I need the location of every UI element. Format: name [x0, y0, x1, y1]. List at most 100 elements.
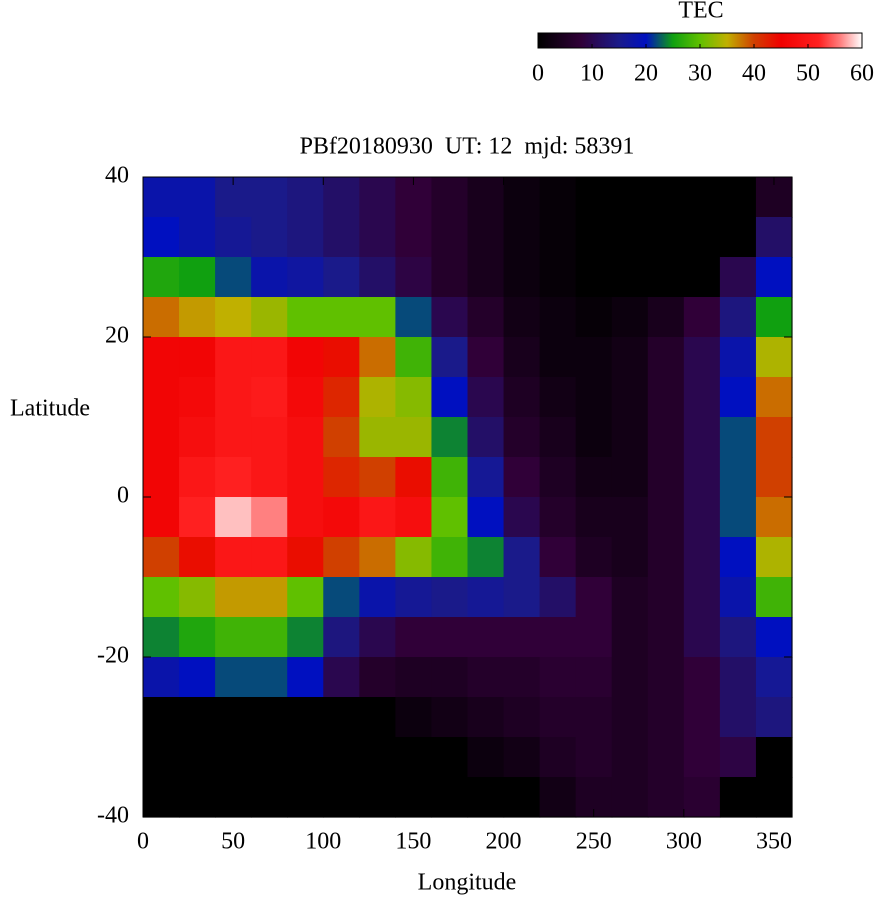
- heat-cell: [467, 617, 505, 658]
- heat-cell: [683, 577, 721, 618]
- heat-cell: [179, 457, 216, 498]
- heat-cell: [431, 217, 469, 258]
- heat-cell: [179, 257, 216, 298]
- heat-cell: [647, 657, 685, 698]
- colorbar-tick-label: 60: [850, 61, 874, 87]
- heat-cell: [323, 177, 360, 218]
- heat-cell: [143, 537, 180, 578]
- heat-cell: [431, 737, 469, 778]
- heat-cell: [215, 697, 252, 738]
- heat-cell: [719, 177, 757, 218]
- heat-cell: [179, 617, 216, 658]
- heat-cell: [575, 297, 613, 338]
- heat-cell: [287, 337, 324, 378]
- heat-cell: [323, 457, 360, 498]
- heat-cell: [719, 337, 757, 378]
- heat-cell: [539, 737, 577, 778]
- heat-cell: [359, 497, 396, 538]
- heat-cell: [683, 337, 721, 378]
- heat-cell: [719, 297, 757, 338]
- heat-cell: [647, 617, 685, 658]
- heat-cell: [683, 257, 721, 298]
- heat-cell: [251, 777, 288, 818]
- heat-cell: [503, 177, 541, 218]
- heat-cell: [143, 417, 180, 458]
- heat-cell: [503, 297, 541, 338]
- y-tick-label: -20: [97, 643, 129, 669]
- heat-cell: [323, 257, 360, 298]
- heat-cell: [359, 697, 396, 738]
- heat-cell: [755, 297, 793, 338]
- heat-cell: [359, 777, 396, 818]
- heat-cell: [503, 697, 541, 738]
- heat-cell: [467, 297, 505, 338]
- heat-cell: [503, 257, 541, 298]
- heat-cell: [323, 697, 360, 738]
- x-tick-label: 350: [756, 829, 792, 855]
- heat-cell: [539, 617, 577, 658]
- heat-cell: [683, 617, 721, 658]
- heat-cell: [755, 457, 793, 498]
- heat-cell: [179, 697, 216, 738]
- y-tick-label: 20: [105, 323, 129, 349]
- heat-cell: [431, 297, 469, 338]
- heat-cell: [395, 297, 433, 338]
- heat-cell: [611, 257, 649, 298]
- heat-cell: [287, 417, 324, 458]
- heat-cell: [179, 377, 216, 418]
- heat-cell: [503, 777, 541, 818]
- x-tick-label: 150: [395, 829, 431, 855]
- heat-cell: [359, 257, 396, 298]
- heat-cell: [683, 537, 721, 578]
- heat-cell: [539, 497, 577, 538]
- heat-cell: [647, 737, 685, 778]
- heat-cell: [143, 217, 180, 258]
- heat-cell: [575, 217, 613, 258]
- heat-cell: [647, 297, 685, 338]
- heat-cell: [395, 577, 433, 618]
- heat-cell: [359, 417, 396, 458]
- heat-cell: [503, 537, 541, 578]
- heat-cell: [179, 577, 216, 618]
- colorbar-tick-label: 20: [634, 61, 658, 87]
- heat-cell: [143, 777, 180, 818]
- heat-cell: [503, 337, 541, 378]
- heat-cell: [287, 257, 324, 298]
- heat-cell: [647, 417, 685, 458]
- heat-cell: [395, 457, 433, 498]
- heat-cell: [503, 577, 541, 618]
- heat-cell: [647, 177, 685, 218]
- colorbar-tick-label: 0: [532, 61, 544, 87]
- heat-cell: [539, 537, 577, 578]
- heat-cell: [215, 617, 252, 658]
- heat-cell: [755, 217, 793, 258]
- heat-cell: [719, 377, 757, 418]
- heat-cell: [215, 417, 252, 458]
- heat-cell: [431, 417, 469, 458]
- heat-cell: [431, 377, 469, 418]
- chart-title: PBf20180930 UT: 12 mjd: 58391: [300, 134, 635, 160]
- heat-cell: [611, 497, 649, 538]
- heat-cell: [251, 697, 288, 738]
- heat-cell: [323, 297, 360, 338]
- heat-cell: [431, 657, 469, 698]
- heat-cell: [539, 457, 577, 498]
- heat-cell: [215, 577, 252, 618]
- heat-cell: [431, 457, 469, 498]
- heat-cell: [143, 457, 180, 498]
- heat-cell: [395, 337, 433, 378]
- y-tick-label: 40: [105, 163, 129, 189]
- heat-cell: [395, 657, 433, 698]
- heat-cell: [359, 217, 396, 258]
- heat-cell: [215, 497, 252, 538]
- heat-cell: [179, 537, 216, 578]
- y-tick-label: -40: [97, 803, 129, 829]
- heat-cell: [539, 177, 577, 218]
- heat-cell: [611, 777, 649, 818]
- heat-cell: [215, 337, 252, 378]
- heat-cell: [467, 577, 505, 618]
- heat-cell: [395, 737, 433, 778]
- heat-cell: [359, 337, 396, 378]
- heat-cell: [359, 297, 396, 338]
- heat-cell: [575, 337, 613, 378]
